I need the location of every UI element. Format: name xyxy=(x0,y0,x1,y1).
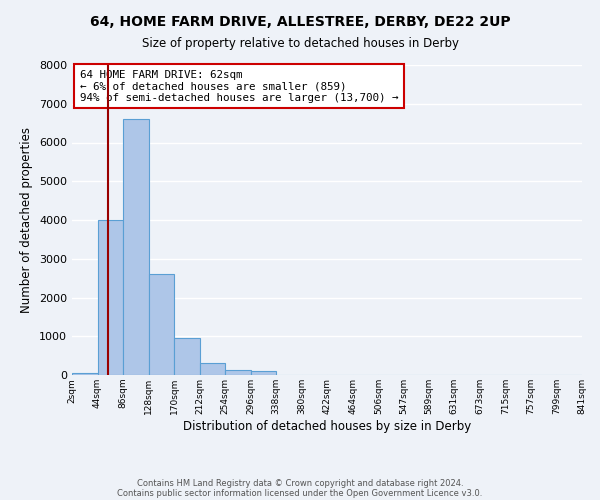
Y-axis label: Number of detached properties: Number of detached properties xyxy=(20,127,34,313)
Bar xyxy=(251,371,276,375)
Text: Contains public sector information licensed under the Open Government Licence v3: Contains public sector information licen… xyxy=(118,488,482,498)
Bar xyxy=(174,338,200,375)
Bar xyxy=(72,373,98,375)
Text: 64, HOME FARM DRIVE, ALLESTREE, DERBY, DE22 2UP: 64, HOME FARM DRIVE, ALLESTREE, DERBY, D… xyxy=(89,15,511,29)
Bar xyxy=(98,220,123,375)
Bar xyxy=(200,362,225,375)
Bar xyxy=(225,370,251,375)
Bar xyxy=(123,119,149,375)
Text: Contains HM Land Registry data © Crown copyright and database right 2024.: Contains HM Land Registry data © Crown c… xyxy=(137,478,463,488)
Bar xyxy=(149,274,174,375)
X-axis label: Distribution of detached houses by size in Derby: Distribution of detached houses by size … xyxy=(183,420,471,432)
Text: Size of property relative to detached houses in Derby: Size of property relative to detached ho… xyxy=(142,38,458,51)
Text: 64 HOME FARM DRIVE: 62sqm
← 6% of detached houses are smaller (859)
94% of semi-: 64 HOME FARM DRIVE: 62sqm ← 6% of detach… xyxy=(80,70,398,103)
